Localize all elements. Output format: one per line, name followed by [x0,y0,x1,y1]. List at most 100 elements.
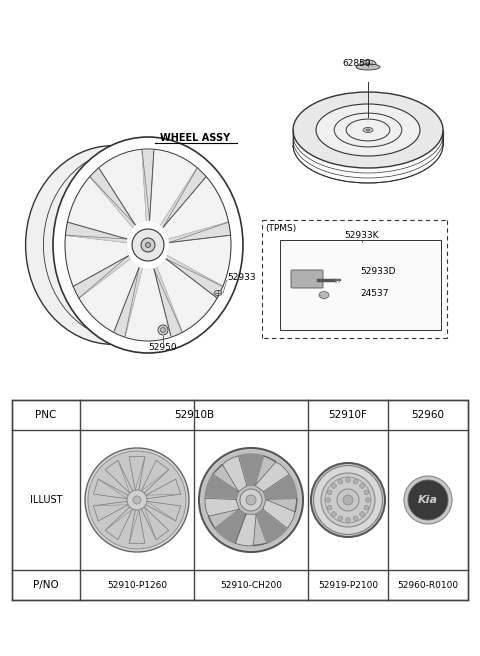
Text: WHEEL ASSY: WHEEL ASSY [160,133,230,143]
Ellipse shape [25,146,201,344]
Ellipse shape [316,104,420,156]
Ellipse shape [88,451,186,549]
Polygon shape [239,454,264,485]
Ellipse shape [321,473,375,527]
Ellipse shape [141,238,155,252]
Ellipse shape [353,479,358,484]
Ellipse shape [343,495,353,505]
Polygon shape [68,177,132,239]
Polygon shape [129,510,145,543]
Polygon shape [114,268,142,336]
Ellipse shape [53,137,243,353]
Text: 52933: 52933 [227,274,256,283]
Ellipse shape [327,505,332,510]
Ellipse shape [356,64,380,70]
Polygon shape [142,151,154,220]
Ellipse shape [365,497,371,502]
Polygon shape [215,509,246,543]
Ellipse shape [338,479,343,484]
Polygon shape [94,501,128,521]
Ellipse shape [199,448,303,552]
Text: 52910-CH200: 52910-CH200 [220,581,282,590]
Polygon shape [205,474,239,499]
Ellipse shape [214,291,222,295]
Ellipse shape [360,512,365,517]
Ellipse shape [337,489,359,511]
Ellipse shape [363,127,373,133]
Polygon shape [141,507,169,540]
Text: 52919-P2100: 52919-P2100 [318,581,378,590]
Polygon shape [213,456,247,491]
Ellipse shape [127,490,147,510]
Ellipse shape [346,478,350,483]
Ellipse shape [160,327,166,333]
Ellipse shape [325,497,331,502]
Ellipse shape [331,512,336,517]
Ellipse shape [408,480,448,520]
Text: 24537: 24537 [360,289,388,298]
Text: P/NO: P/NO [33,580,59,590]
Ellipse shape [334,113,402,147]
Text: ILLUST: ILLUST [30,495,62,505]
Ellipse shape [360,60,376,68]
Polygon shape [205,499,239,528]
Ellipse shape [346,119,390,141]
Ellipse shape [346,518,350,522]
Polygon shape [166,256,223,298]
Polygon shape [163,177,228,239]
Ellipse shape [311,463,385,537]
Text: PNC: PNC [36,410,57,420]
Polygon shape [79,259,139,331]
Ellipse shape [133,496,141,504]
Polygon shape [161,169,205,227]
Polygon shape [99,151,146,225]
Ellipse shape [319,291,329,298]
Ellipse shape [364,490,369,495]
Bar [12,400,468,600]
Text: Kia: Kia [418,495,438,505]
Ellipse shape [293,92,443,168]
Polygon shape [125,269,171,339]
Ellipse shape [201,450,301,550]
Text: 52910F: 52910F [329,410,367,420]
Ellipse shape [85,448,189,552]
Polygon shape [105,507,132,540]
Polygon shape [141,461,169,493]
Ellipse shape [360,483,365,488]
Polygon shape [105,461,132,493]
Text: 52910-P1260: 52910-P1260 [107,581,167,590]
Ellipse shape [246,495,256,505]
Ellipse shape [240,489,262,511]
Polygon shape [65,235,128,287]
Polygon shape [235,514,267,546]
Polygon shape [256,509,287,543]
Text: 52960-R0100: 52960-R0100 [397,581,458,590]
Text: 52933D: 52933D [360,268,396,276]
Polygon shape [263,499,297,528]
Polygon shape [146,501,180,521]
Polygon shape [154,268,182,336]
Polygon shape [94,479,128,499]
Ellipse shape [145,243,151,247]
Ellipse shape [366,129,370,131]
Ellipse shape [331,483,336,488]
Ellipse shape [364,505,369,510]
Ellipse shape [29,150,197,340]
Text: (TPMS): (TPMS) [265,224,296,232]
Ellipse shape [132,229,164,261]
Bar [280,240,441,330]
Polygon shape [129,457,145,490]
Ellipse shape [158,325,168,335]
Polygon shape [150,151,197,225]
Polygon shape [255,456,289,491]
Polygon shape [73,256,130,298]
Text: 52910B: 52910B [174,410,214,420]
Ellipse shape [404,476,452,524]
Polygon shape [264,474,297,499]
Polygon shape [65,222,127,242]
FancyBboxPatch shape [291,270,323,288]
Text: 52960: 52960 [411,410,444,420]
Polygon shape [157,259,217,331]
Ellipse shape [353,516,358,521]
Ellipse shape [338,516,343,521]
